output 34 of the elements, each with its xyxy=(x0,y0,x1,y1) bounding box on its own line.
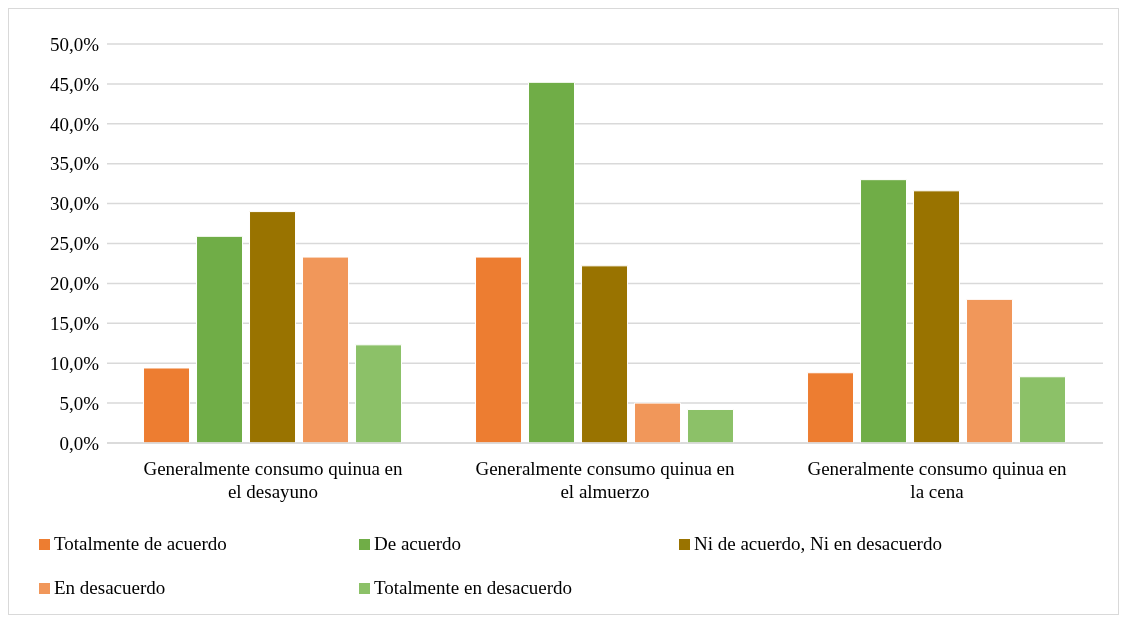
legend-label: De acuerdo xyxy=(374,533,462,555)
y-tick-label: 20,0% xyxy=(49,273,100,295)
y-tick-label: 0,0% xyxy=(59,432,100,454)
bar xyxy=(528,81,576,443)
bar xyxy=(687,408,735,443)
bar xyxy=(634,402,682,443)
legend-label: Ni de acuerdo, Ni en desacuerdo xyxy=(694,533,942,555)
bar xyxy=(143,367,191,443)
y-tick-label: 45,0% xyxy=(49,73,100,95)
y-tick-label: 15,0% xyxy=(49,313,100,335)
bar xyxy=(913,190,961,443)
y-tick-label: 40,0% xyxy=(49,113,100,135)
legend-label: Totalmente en desacuerdo xyxy=(374,577,573,599)
x-tick-label: Generalmente consumo quinua en el desayuno xyxy=(143,458,404,502)
bar xyxy=(196,235,244,443)
y-tick-label: 50,0% xyxy=(49,33,100,55)
bar xyxy=(860,179,908,443)
y-tick-label: 30,0% xyxy=(49,193,100,215)
bar xyxy=(475,256,523,443)
bar xyxy=(1019,376,1067,443)
bar xyxy=(966,298,1014,443)
legend-label: En desacuerdo xyxy=(54,577,166,599)
y-tick-label: 35,0% xyxy=(49,153,100,175)
x-tick-label: Generalmente consumo quinua en la cena xyxy=(807,458,1068,502)
x-tick-label: Generalmente consumo quinua en el almuerzo xyxy=(475,458,736,502)
bar xyxy=(807,372,855,443)
bar xyxy=(355,344,403,443)
y-tick-label: 25,0% xyxy=(49,233,100,255)
bar xyxy=(581,265,629,443)
bar xyxy=(302,256,350,443)
bar xyxy=(249,211,297,443)
y-tick-label: 10,0% xyxy=(49,352,100,374)
y-tick-label: 5,0% xyxy=(59,392,100,414)
legend-label: Totalmente de acuerdo xyxy=(54,533,227,555)
